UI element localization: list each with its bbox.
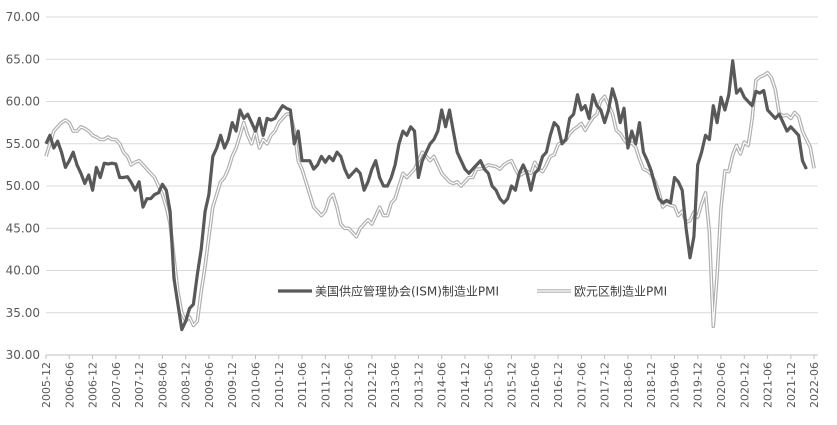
x-tick-label: 2007-06 (110, 362, 123, 408)
x-tick-label: 2009-06 (203, 362, 216, 408)
x-tick-label: 2008-06 (156, 362, 169, 408)
x-tick-label: 2020-06 (715, 362, 728, 408)
gridlines (46, 16, 818, 314)
x-tick-label: 2022-06 (808, 362, 821, 408)
x-tick-label: 2017-12 (599, 362, 612, 408)
x-tick-label: 2019-12 (692, 362, 705, 408)
legend-label-eurozone: 欧元区制造业PMI (574, 285, 667, 299)
y-tick-label: 40.00 (6, 264, 40, 278)
y-tick-label: 55.00 (6, 137, 40, 151)
x-axis-tick-labels: 2005-12 2006-06 2006-12 2007-06 2007-12 2008-… (40, 355, 821, 408)
y-tick-label: 70.00 (6, 10, 40, 24)
y-tick-label: 60.00 (6, 95, 40, 109)
legend-label-ism: 美国供应管理协会(ISM)制造业PMI (315, 284, 499, 299)
x-tick-label: 2007-12 (133, 362, 146, 408)
x-tick-label: 2021-12 (785, 362, 798, 408)
y-tick-label: 30.00 (6, 348, 40, 362)
x-tick-label: 2015-12 (506, 362, 519, 408)
x-tick-label: 2009-12 (226, 362, 239, 408)
x-tick-label: 2020-12 (738, 362, 751, 408)
x-tick-label: 2018-06 (622, 362, 635, 408)
legend: 美国供应管理协会(ISM)制造业PMI 欧元区制造业PMI (278, 284, 667, 299)
x-tick-label: 2013-06 (389, 362, 402, 408)
series-lines (44, 59, 816, 332)
x-tick-label: 2021-06 (762, 362, 775, 408)
x-tick-label: 2012-12 (366, 362, 379, 408)
x-tick-label: 2016-12 (552, 362, 565, 408)
x-tick-label: 2012-06 (343, 362, 356, 408)
x-tick-label: 2008-12 (180, 362, 193, 408)
x-tick-label: 2006-12 (87, 362, 100, 408)
x-tick-label: 2018-12 (645, 362, 658, 408)
x-tick-label: 2005-12 (40, 362, 53, 408)
x-tick-label: 2017-06 (575, 362, 588, 408)
x-tick-label: 2014-06 (436, 362, 449, 408)
series-line-ism (44, 59, 808, 332)
x-tick-label: 2019-06 (668, 362, 681, 408)
y-tick-label: 50.00 (6, 179, 40, 193)
x-tick-label: 2014-12 (459, 362, 472, 408)
x-tick-label: 2010-12 (273, 362, 286, 408)
x-tick-label: 2013-12 (412, 362, 425, 408)
x-tick-label: 2011-06 (296, 362, 309, 408)
x-tick-label: 2006-06 (63, 362, 76, 408)
y-tick-label: 45.00 (6, 221, 40, 235)
y-axis-tick-labels: 30.00 35.00 40.00 45.00 50.00 55.00 60.00 65.00… (6, 10, 40, 362)
x-tick-label: 2010-06 (249, 362, 262, 408)
y-tick-label: 65.00 (6, 52, 40, 66)
x-tick-label: 2016-06 (529, 362, 542, 408)
y-tick-label: 35.00 (6, 306, 40, 320)
x-tick-label: 2011-12 (319, 362, 332, 408)
x-tick-label: 2015-06 (482, 362, 495, 408)
